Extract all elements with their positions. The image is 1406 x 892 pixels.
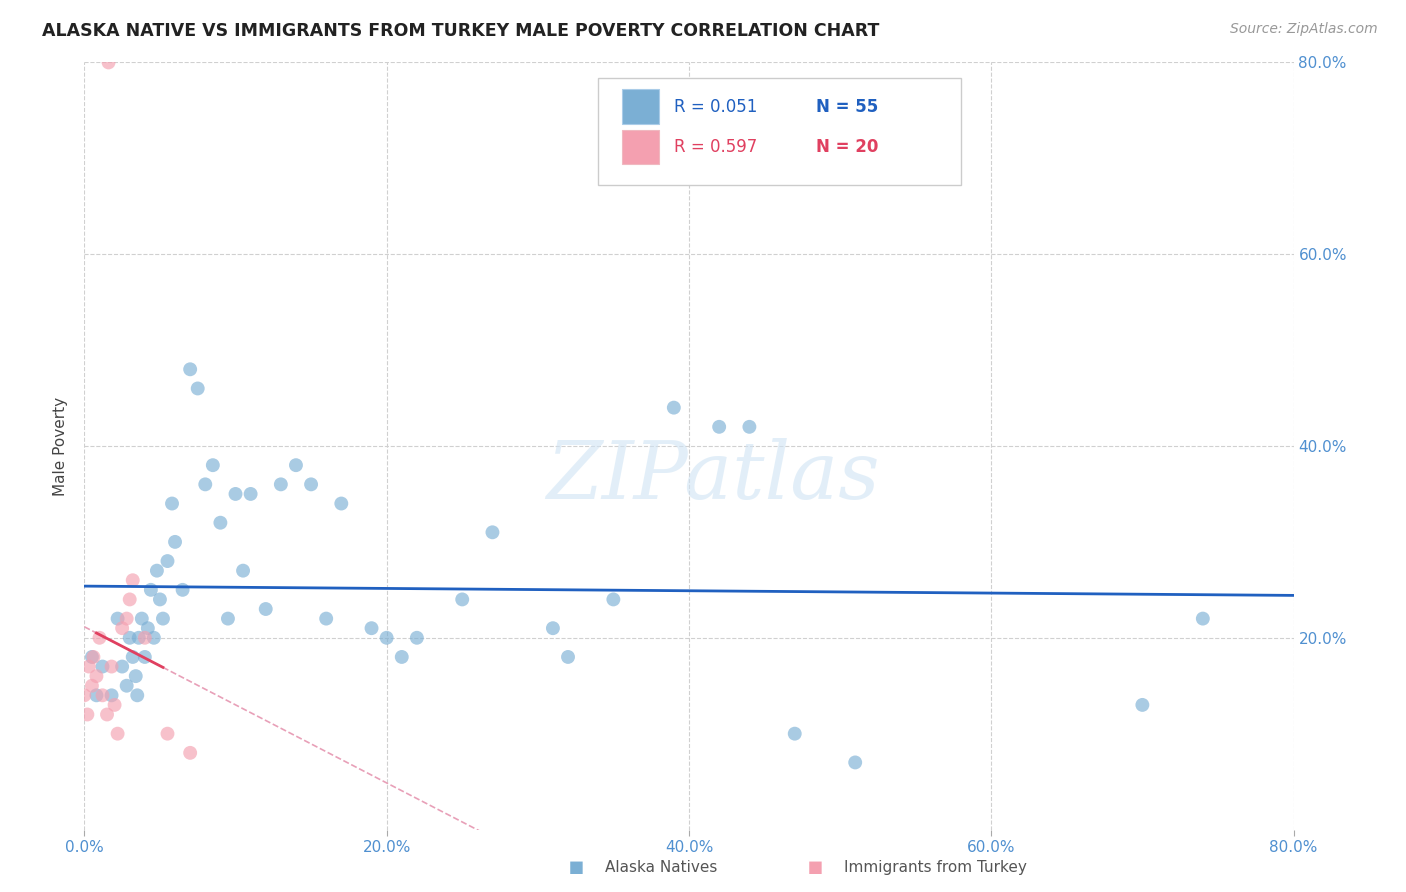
Point [270, 477, 292, 491]
Point [738, 420, 761, 434]
Point [160, 496, 183, 510]
Point [285, 458, 308, 473]
Text: Immigrants from Turkey: Immigrants from Turkey [844, 860, 1026, 874]
Point [179, 746, 201, 760]
Point [149, 592, 172, 607]
Point [360, 621, 382, 635]
Point [128, 631, 150, 645]
Point [172, 582, 194, 597]
Point [139, 582, 162, 597]
Point [179, 362, 201, 376]
Point [100, 659, 122, 673]
Text: ▪: ▪ [568, 855, 585, 879]
FancyBboxPatch shape [599, 78, 962, 186]
Point [125, 669, 148, 683]
Point [76, 707, 98, 722]
Point [1130, 698, 1153, 712]
Point [96, 707, 118, 722]
Point [239, 487, 262, 501]
Point [107, 726, 129, 740]
Point [232, 564, 254, 578]
Point [194, 477, 217, 491]
Point [134, 649, 156, 664]
Point [217, 612, 239, 626]
Point [662, 401, 685, 415]
FancyBboxPatch shape [623, 130, 659, 164]
Point [142, 631, 165, 645]
Point [86, 689, 108, 703]
Point [481, 525, 503, 540]
Point [89, 631, 111, 645]
Point [77, 659, 100, 673]
Point [100, 689, 122, 703]
Point [557, 649, 579, 664]
Point [91, 659, 114, 673]
Point [187, 382, 209, 396]
Point [602, 592, 624, 607]
Point [152, 612, 174, 626]
Point [127, 689, 149, 703]
Text: ALASKA NATIVE VS IMMIGRANTS FROM TURKEY MALE POVERTY CORRELATION CHART: ALASKA NATIVE VS IMMIGRANTS FROM TURKEY … [42, 22, 880, 40]
Point [391, 649, 413, 664]
Point [209, 516, 232, 530]
Text: R = 0.597: R = 0.597 [675, 138, 758, 156]
Point [97, 55, 120, 70]
Point [254, 602, 277, 616]
Point [136, 621, 159, 635]
Point [299, 477, 322, 491]
Point [118, 592, 141, 607]
Point [451, 592, 474, 607]
Point [121, 574, 143, 588]
Point [121, 649, 143, 664]
Point [541, 621, 564, 635]
Point [82, 649, 104, 664]
Point [91, 689, 114, 703]
Y-axis label: Male Poverty: Male Poverty [53, 396, 69, 496]
Point [1192, 612, 1215, 626]
Point [80, 679, 103, 693]
Text: Alaska Natives: Alaska Natives [605, 860, 717, 874]
Point [375, 631, 398, 645]
Point [131, 612, 153, 626]
Text: ZIPatlas: ZIPatlas [547, 438, 880, 516]
Point [156, 554, 179, 568]
Point [118, 631, 141, 645]
Point [783, 726, 806, 740]
Point [80, 649, 103, 664]
FancyBboxPatch shape [623, 89, 659, 124]
Point [86, 669, 108, 683]
Text: N = 55: N = 55 [815, 98, 879, 116]
Point [330, 496, 353, 510]
Point [104, 698, 127, 712]
Point [844, 756, 866, 770]
Point [134, 631, 156, 645]
Point [146, 564, 169, 578]
Point [156, 726, 179, 740]
Point [111, 659, 134, 673]
Point [111, 621, 134, 635]
Text: N = 20: N = 20 [815, 138, 879, 156]
Point [406, 631, 429, 645]
Point [709, 420, 731, 434]
Text: ▪: ▪ [807, 855, 824, 879]
Point [165, 535, 187, 549]
Point [315, 612, 337, 626]
Point [225, 487, 247, 501]
Text: Source: ZipAtlas.com: Source: ZipAtlas.com [1230, 22, 1378, 37]
Point [115, 679, 138, 693]
Point [107, 612, 129, 626]
Text: R = 0.051: R = 0.051 [675, 98, 758, 116]
Point [73, 689, 96, 703]
Point [201, 458, 224, 473]
Point [115, 612, 138, 626]
